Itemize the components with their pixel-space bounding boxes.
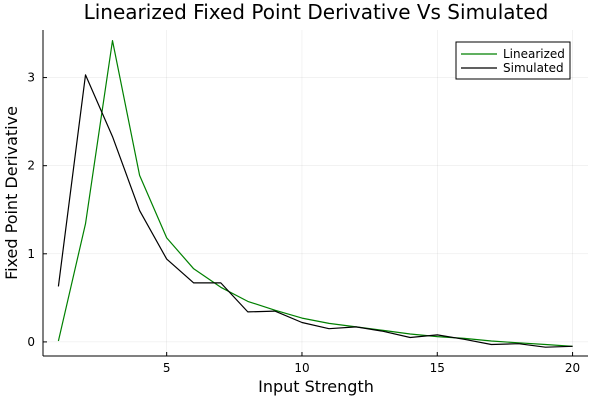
y-axis-label: Fixed Point Derivative (2, 106, 21, 280)
x-tick-label: 20 (565, 361, 580, 375)
chart-title: Linearized Fixed Point Derivative Vs Sim… (84, 0, 549, 24)
legend-box (455, 41, 571, 80)
plot-frame (42, 30, 588, 357)
x-tick-label: 5 (163, 361, 171, 375)
legend: Linearized Simulated (455, 41, 571, 80)
y-tick-label: 0 (27, 335, 35, 349)
x-tick-label: 15 (430, 361, 445, 375)
y-tick-label: 2 (27, 159, 35, 173)
series-lines (57, 39, 573, 348)
legend-label-simulated: Simulated (503, 61, 564, 75)
legend-label-linearized: Linearized (503, 47, 565, 61)
axis-ticks: 5 10 15 20 0 1 2 3 (27, 71, 580, 375)
y-tick-label: 1 (27, 247, 35, 261)
series-line-simulated (57, 74, 573, 348)
series-line-linearized (57, 39, 573, 347)
x-axis-label: Input Strength (258, 377, 374, 396)
y-tick-label: 3 (27, 71, 35, 85)
gridlines (43, 30, 588, 356)
x-tick-label: 10 (294, 361, 309, 375)
